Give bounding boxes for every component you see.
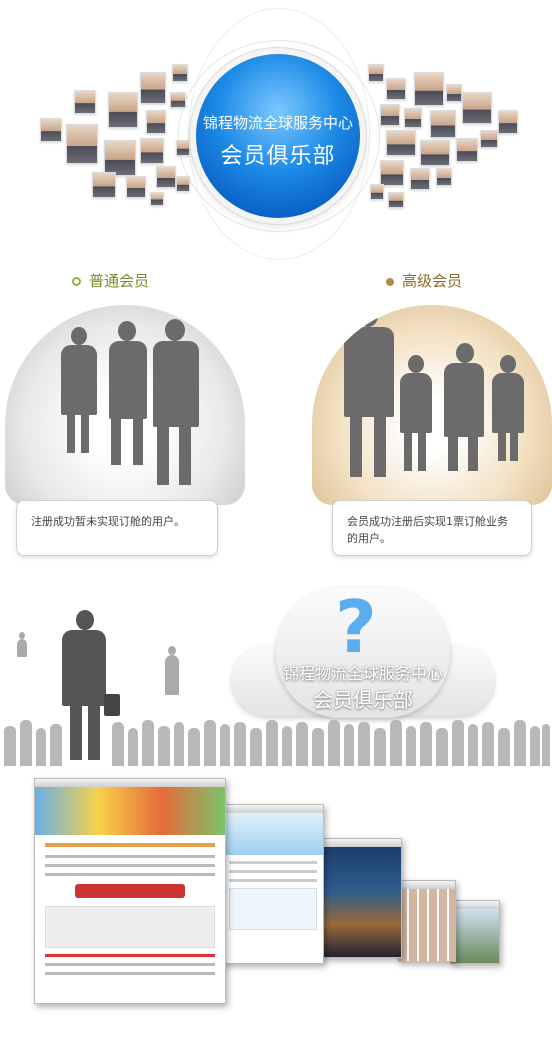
premium-member-description: 会员成功注册后实现1票订舱业务的用户。 (332, 500, 532, 556)
hero-ring-inner (178, 40, 380, 232)
basic-member-desc-text: 注册成功暂未实现订舱的用户。 (31, 515, 185, 528)
club-title: 锦程物流全球服务中心 (282, 664, 443, 683)
club-subtitle: 会员俱乐部 (313, 688, 413, 712)
premium-member-illustration (312, 305, 552, 505)
hero-subtitle: 会员俱乐部 (220, 144, 336, 169)
basic-member-illustration (5, 305, 245, 505)
premium-member-desc-text: 会员成功注册后实现1票订舱业务的用户。 (347, 515, 508, 545)
basic-member-description: 注册成功暂未实现订舱的用户。 (16, 500, 218, 556)
question-mark-icon: ? (335, 585, 377, 669)
premium-member-title: 高级会员 (402, 272, 463, 290)
club-cloud (232, 588, 494, 720)
hero-title: 锦程物流全球服务中心 (202, 114, 353, 132)
basic-member-heading: 普通会员 (72, 270, 149, 291)
club-badge: 锦程物流全球服务中心 会员俱乐部 (196, 54, 360, 218)
dot-bullet-icon (386, 277, 394, 286)
basic-member-title: 普通会员 (89, 272, 150, 290)
circle-bullet-icon (72, 277, 81, 286)
premium-member-heading: 高级会员 (386, 270, 462, 291)
